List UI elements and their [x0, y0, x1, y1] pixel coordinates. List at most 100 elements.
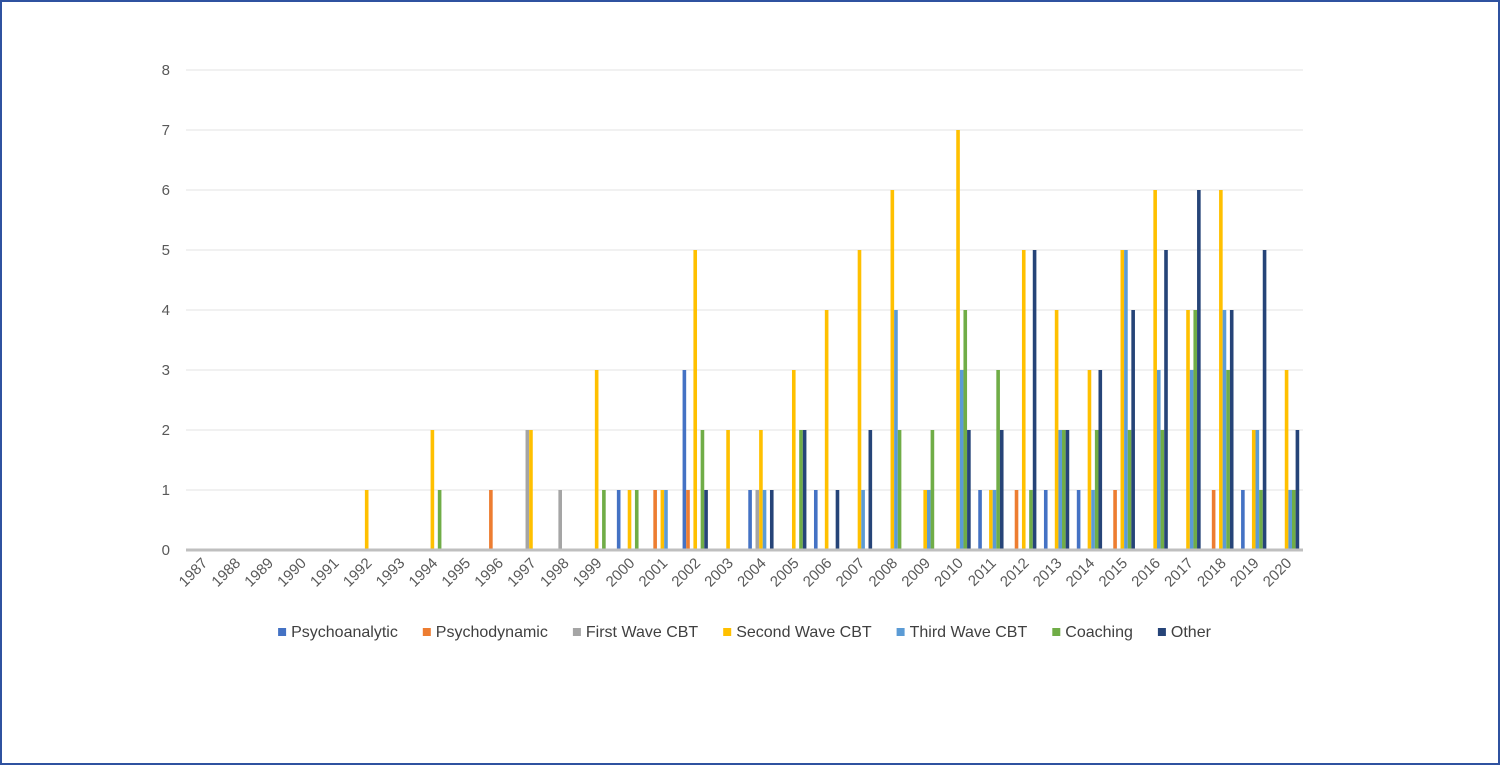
bar-first-wave-cbt-1997: [525, 430, 530, 550]
bar-second-wave-cbt-2014: [1087, 370, 1092, 550]
y-tick-labels: 0 1 2 3 4 5 6 7 8: [162, 62, 170, 559]
legend-item-psychoanalytic: Psychoanalytic: [278, 624, 398, 641]
x-tick-label: 2014: [1063, 555, 1099, 591]
bar-psychoanalytic-2011: [978, 490, 982, 550]
y-tick-label: 2: [162, 422, 170, 439]
bar-other-2006: [835, 490, 840, 550]
bar-first-wave-cbt-1998: [558, 490, 562, 550]
bar-psychoanalytic-2000: [616, 490, 621, 550]
bar-second-wave-cbt-2008: [890, 190, 895, 550]
bar-coaching-2019: [1259, 490, 1263, 550]
bar-second-wave-cbt-1992: [364, 490, 369, 550]
bar-other-2015: [1131, 310, 1135, 550]
bar-other-2019: [1262, 250, 1267, 550]
bar-third-wave-cbt-2013: [1058, 430, 1063, 550]
bar-other-2020: [1295, 430, 1300, 550]
bar-third-wave-cbt-2004: [762, 490, 767, 550]
x-tick-label: 2018: [1194, 555, 1230, 591]
bar-third-wave-cbt-2015: [1124, 250, 1128, 550]
bar-second-wave-cbt-1997: [529, 430, 533, 550]
bar-third-wave-cbt-2009: [927, 490, 931, 550]
y-tick-label: 7: [162, 122, 170, 139]
x-tick-label: 1987: [176, 555, 212, 591]
x-tick-label: 1989: [241, 555, 277, 591]
x-tick-label: 2009: [898, 555, 934, 591]
y-tick-label: 5: [162, 242, 170, 259]
x-tick-labels: 1987198819891990199119921993199419951996…: [176, 555, 1296, 591]
bar-other-2018: [1229, 310, 1234, 550]
bar-psychoanalytic-2013: [1043, 490, 1048, 550]
bar-psychoanalytic-2006: [813, 490, 818, 550]
bars: [364, 130, 1300, 550]
bar-psychoanalytic-2019: [1241, 490, 1245, 550]
legend-item-psychodynamic: Psychodynamic: [422, 624, 548, 641]
bar-coaching-1994: [437, 490, 442, 550]
x-tick-label: 1992: [340, 555, 376, 591]
bar-second-wave-cbt-2015: [1120, 250, 1125, 550]
legend-item-coaching: Coaching: [1052, 624, 1133, 641]
x-tick-label: 2016: [1128, 555, 1164, 591]
bar-third-wave-cbt-2019: [1255, 430, 1260, 550]
y-tick-label: 3: [162, 362, 170, 379]
legend-item-other: Other: [1157, 624, 1212, 641]
bar-psychodynamic-2012: [1014, 490, 1019, 550]
bar-psychoanalytic-2004: [748, 490, 752, 550]
legend-item-third-wave-cbt: Third Wave CBT: [896, 624, 1027, 641]
x-tick-label: 2002: [668, 555, 704, 591]
x-tick-label: 1997: [504, 555, 540, 591]
legend-swatch: [1052, 628, 1061, 636]
legend-swatch: [723, 628, 732, 636]
bar-coaching-2000: [634, 490, 639, 550]
x-tick-label: 2017: [1161, 555, 1197, 591]
bar-second-wave-cbt-2016: [1153, 190, 1157, 550]
legend-label: Second Wave CBT: [736, 624, 872, 641]
y-tick-label: 0: [162, 542, 170, 559]
legend-label: Other: [1171, 624, 1212, 641]
bar-third-wave-cbt-2017: [1189, 370, 1194, 550]
x-tick-label: 2007: [833, 555, 869, 591]
bar-coaching-2018: [1226, 370, 1230, 550]
bar-second-wave-cbt-2002: [693, 250, 698, 550]
legend-swatch: [572, 628, 581, 636]
bar-coaching-2013: [1062, 430, 1066, 550]
bar-second-wave-cbt-2020: [1284, 370, 1289, 550]
bar-coaching-2005: [799, 430, 803, 550]
bar-second-wave-cbt-2010: [956, 130, 960, 550]
bar-second-wave-cbt-2001: [660, 490, 665, 550]
bar-coaching-2014: [1094, 430, 1099, 550]
x-tick-label: 1993: [373, 555, 409, 591]
bar-third-wave-cbt-2016: [1156, 370, 1161, 550]
bar-other-2002: [704, 490, 708, 550]
bar-coaching-2002: [700, 430, 705, 550]
x-tick-label: 1995: [438, 555, 474, 591]
legend-swatch: [422, 628, 431, 636]
x-tick-label: 2008: [866, 555, 902, 591]
bar-second-wave-cbt-1994: [430, 430, 435, 550]
legend-swatch: [896, 628, 905, 636]
bar-second-wave-cbt-2017: [1186, 310, 1190, 550]
x-tick-label: 1990: [274, 555, 310, 591]
bar-other-2014: [1098, 370, 1103, 550]
bar-psychoanalytic-2002: [682, 370, 687, 550]
bar-psychodynamic-1996: [489, 490, 493, 550]
legend-swatch: [1157, 628, 1166, 636]
bar-third-wave-cbt-2018: [1222, 310, 1227, 550]
bar-second-wave-cbt-2013: [1054, 310, 1059, 550]
bar-coaching-2011: [996, 370, 1000, 550]
legend-item-second-wave-cbt: Second Wave CBT: [723, 624, 872, 641]
legend: Psychoanalytic Psychodynamic First Wave CB…: [278, 624, 1212, 641]
bar-psychodynamic-2002: [686, 490, 690, 550]
x-tick-label: 2010: [931, 555, 967, 591]
bar-other-2010: [967, 430, 971, 550]
legend-item-first-wave-cbt: First Wave CBT: [572, 624, 698, 641]
x-tick-label: 1996: [471, 555, 507, 591]
x-tick-label: 2000: [603, 555, 639, 591]
bar-second-wave-cbt-2004: [759, 430, 763, 550]
bar-psychoanalytic-2014: [1076, 490, 1081, 550]
legend-label: Coaching: [1065, 624, 1133, 641]
bar-coaching-2008: [897, 430, 902, 550]
bar-second-wave-cbt-1999: [594, 370, 599, 550]
bar-third-wave-cbt-2010: [959, 370, 964, 550]
